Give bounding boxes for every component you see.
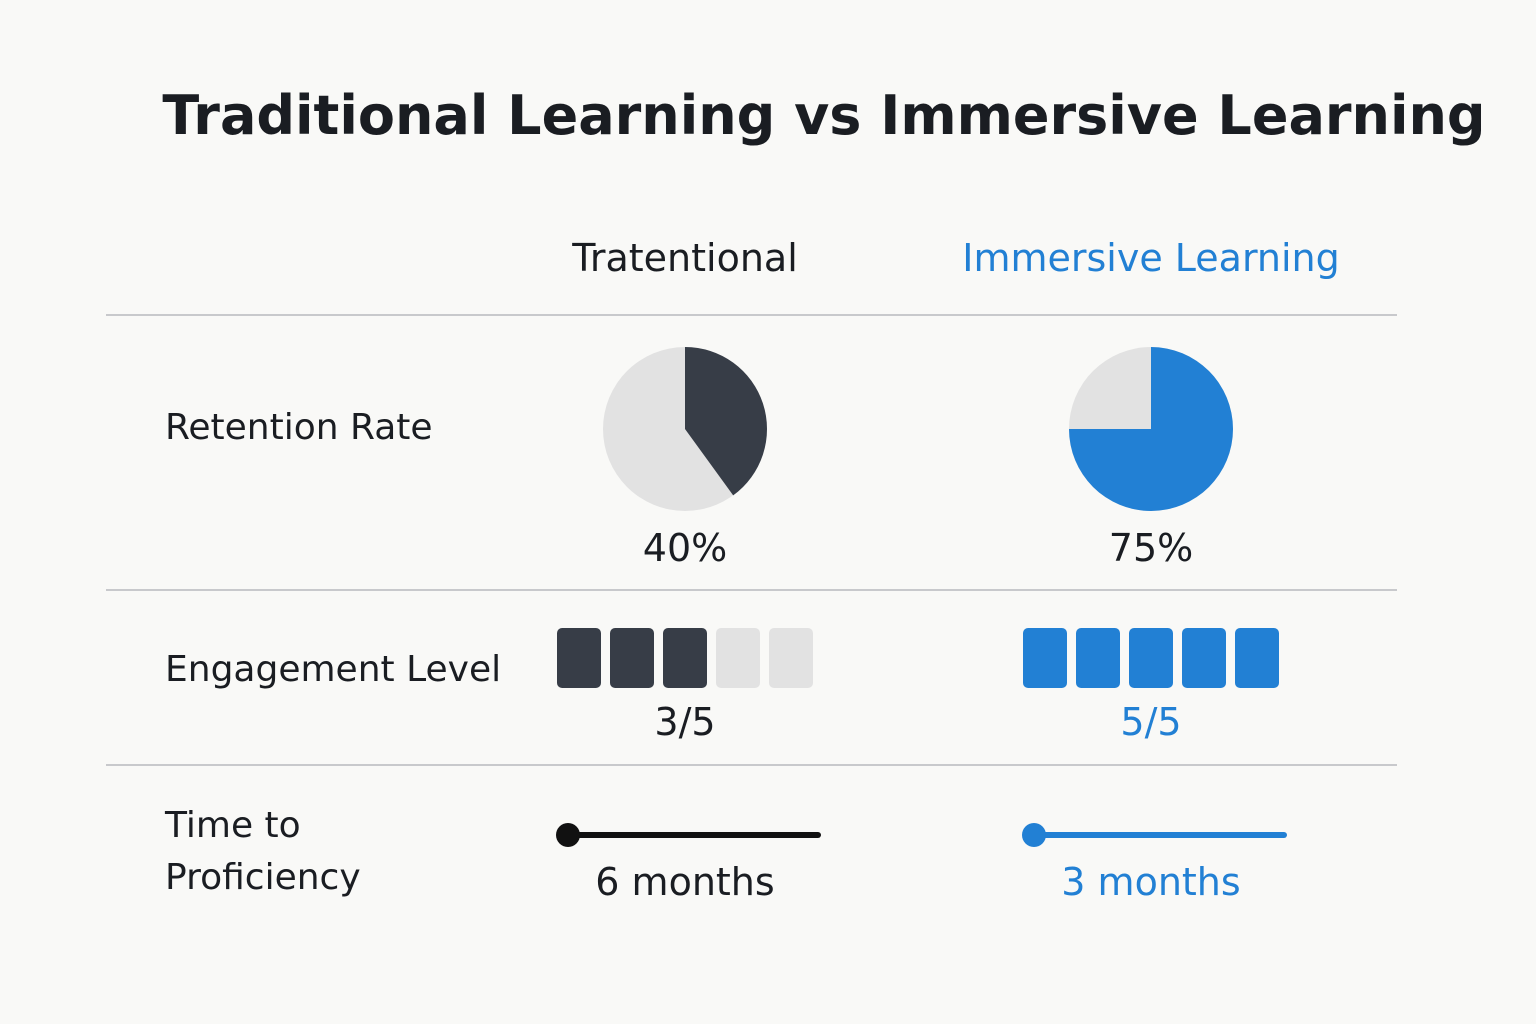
engagement-block [769,628,813,688]
value-label: 3 months [1061,860,1241,904]
pie-slice [685,347,767,496]
engagement-block [557,628,601,688]
title: Traditional Learning vs Immersive Learni… [162,84,1486,147]
row-label: Retention Rate [165,407,433,448]
value-label: 75% [1108,526,1194,570]
value-label: 6 months [595,860,775,904]
row-label: Engagement Level [165,649,502,690]
pie-slice [1069,347,1233,511]
value-label: 5/5 [1120,700,1182,744]
row-label: Time to Proficiency [165,805,361,898]
column-header: Tratentional [572,236,798,280]
engagement-block [1235,628,1279,688]
engagement-block [1182,628,1226,688]
engagement-block [663,628,707,688]
timeline-dot [556,823,580,847]
engagement-block [1023,628,1067,688]
value-label: 3/5 [654,700,716,744]
engagement-block [716,628,760,688]
column-header: Immersive Learning [962,236,1340,280]
timeline-dot [1022,823,1046,847]
engagement-block [1129,628,1173,688]
engagement-block [610,628,654,688]
engagement-block [1076,628,1120,688]
value-label: 40% [642,526,728,570]
